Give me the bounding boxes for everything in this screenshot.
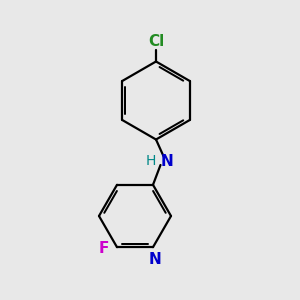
Text: H: H [146, 154, 156, 167]
Text: N: N [160, 154, 173, 169]
Text: N: N [149, 252, 162, 267]
Text: F: F [99, 241, 110, 256]
Text: Cl: Cl [148, 34, 164, 49]
